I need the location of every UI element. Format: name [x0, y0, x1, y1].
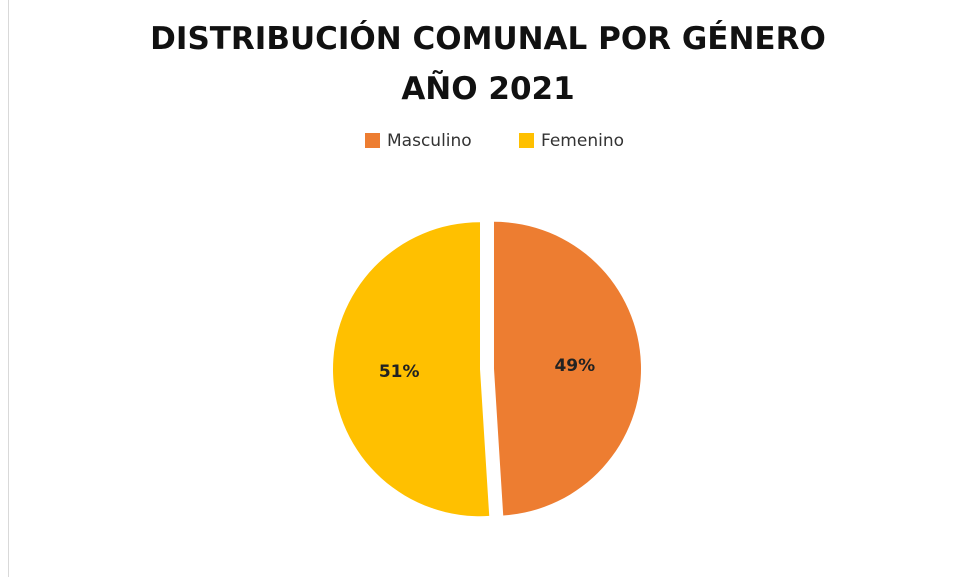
data-label: 49%	[554, 356, 595, 376]
chart-border	[8, 0, 956, 577]
legend-label: Femenino	[541, 131, 624, 151]
data-label: 51%	[379, 362, 420, 382]
chart-title: DISTRIBUCIÓN COMUNAL POR GÉNERO AÑO 2021	[150, 21, 826, 107]
legend-swatch	[365, 133, 380, 148]
pie-slice	[493, 221, 641, 516]
pie-slice	[333, 222, 490, 517]
legend-swatch	[519, 133, 534, 148]
legend-label: Masculino	[387, 131, 472, 151]
